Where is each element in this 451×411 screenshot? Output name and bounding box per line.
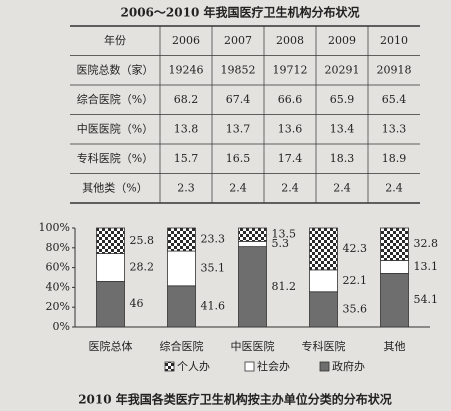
data-label: 35.6	[343, 302, 368, 315]
table-cell: 年份	[104, 33, 126, 47]
x-tick-label: 其他	[384, 340, 406, 353]
table-cell: 2.4	[281, 181, 299, 194]
data-label: 28.2	[130, 261, 155, 274]
chart-title: 2010 年我国各类医疗卫生机构按主办单位分类的分布状况	[78, 392, 392, 407]
bar-segment	[380, 273, 409, 328]
table-cell: 16.5	[226, 152, 251, 165]
table-cell: 20918	[377, 63, 412, 76]
y-tick-label: 40%	[46, 280, 70, 293]
bar-segment	[309, 269, 338, 293]
table-cell: 13.8	[174, 122, 199, 135]
table-cell: 2.4	[333, 181, 351, 194]
table-cell: 67.4	[226, 93, 251, 106]
table-title: 2006～2010 年我国医疗卫生机构分布状况	[121, 5, 360, 20]
data-label: 25.8	[130, 234, 155, 247]
bar-segment	[167, 285, 196, 328]
data-label: 23.3	[201, 233, 226, 246]
table-cell: 2008	[276, 34, 304, 47]
legend-label: 政府办	[332, 359, 365, 373]
bar-segment	[167, 250, 196, 287]
table-cell: 13.6	[278, 122, 303, 135]
table-cell: 医院总数（家）	[77, 62, 154, 76]
bar-segment	[96, 253, 125, 282]
table-cell: 2007	[224, 34, 252, 47]
bar-segment	[380, 227, 409, 261]
data-label: 42.3	[343, 242, 368, 255]
y-tick-label: 80%	[46, 241, 70, 254]
x-tick-label: 中医医院	[231, 339, 275, 353]
table-cell: 13.7	[226, 122, 251, 135]
table-cell: 中医医院（%）	[77, 121, 153, 135]
data-label: 81.2	[272, 280, 297, 293]
table-cell: 15.7	[174, 152, 199, 165]
data-label: 13.5	[272, 228, 297, 241]
table-cell: 66.6	[278, 93, 303, 106]
data-label: 46	[130, 297, 144, 310]
table-cell: 2.4	[385, 181, 403, 194]
x-tick-label: 专科医院	[302, 339, 346, 353]
data-label: 41.6	[201, 299, 226, 312]
data-label: 5.3	[272, 237, 290, 250]
table-cell: 13.4	[330, 122, 355, 135]
bar-segment	[167, 227, 196, 252]
table-cell: 18.9	[382, 152, 407, 165]
bar-segment	[238, 227, 267, 242]
bar-segment	[96, 227, 125, 254]
table-cell: 20291	[325, 63, 360, 76]
table-cell: 65.9	[330, 93, 355, 106]
table-cell: 综合医院（%）	[77, 92, 153, 106]
table-cell: 17.4	[278, 152, 303, 165]
bar-segment	[380, 260, 409, 274]
table-cell: 13.3	[382, 122, 407, 135]
table-cell: 2006	[172, 34, 200, 47]
legend-label: 个人办	[177, 360, 210, 373]
x-tick-label: 医院总体	[89, 339, 133, 353]
table-cell: 2009	[328, 34, 356, 47]
table-cell: 2.4	[229, 181, 247, 194]
y-tick-label: 100%	[39, 221, 70, 234]
table-cell: 19246	[169, 63, 204, 76]
bar-segment	[238, 240, 267, 248]
legend-swatch	[319, 361, 330, 372]
data-label: 32.8	[414, 237, 439, 250]
y-tick-label: 60%	[46, 261, 70, 274]
y-tick-label: 20%	[46, 300, 70, 313]
legend-label: 社会办	[257, 359, 290, 373]
table-cell: 18.3	[330, 152, 355, 165]
data-label: 13.1	[414, 260, 439, 273]
legend-swatch	[244, 361, 255, 372]
bar-segment	[309, 227, 338, 271]
table-cell: 68.2	[174, 93, 199, 106]
data-label: 22.1	[343, 274, 368, 287]
data-label: 54.1	[414, 293, 439, 306]
table-cell: 其他类（%）	[82, 180, 147, 194]
table-cell: 19712	[273, 63, 308, 76]
table-cell: 2.3	[177, 181, 195, 194]
x-tick-label: 综合医院	[160, 339, 204, 353]
bar-segment	[96, 281, 125, 328]
table-cell: 专科医院（%）	[77, 151, 153, 165]
bar-segment	[309, 291, 338, 328]
data-label: 35.1	[201, 261, 226, 274]
bar-segment	[238, 246, 267, 328]
table-cell: 65.4	[382, 93, 407, 106]
table-cell: 19852	[221, 63, 256, 76]
y-tick-label: 0%	[53, 320, 70, 333]
table-cell: 2010	[380, 34, 408, 47]
legend-swatch	[164, 361, 175, 372]
